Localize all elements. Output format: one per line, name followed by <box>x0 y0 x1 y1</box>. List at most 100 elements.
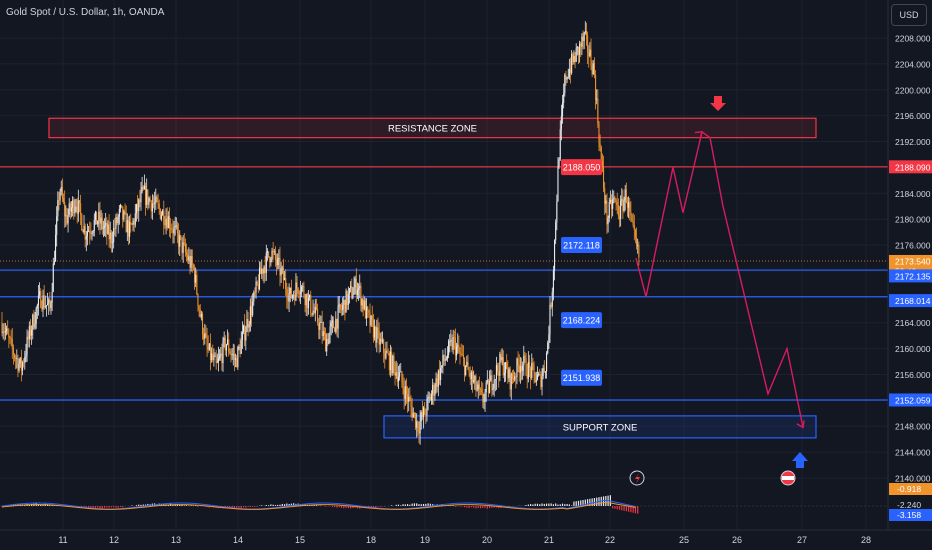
candle-body <box>68 203 70 216</box>
candle-body <box>135 204 137 214</box>
candle-body <box>163 210 165 225</box>
candle-body <box>146 189 148 205</box>
candle-body <box>573 56 575 63</box>
candle-body <box>255 281 257 293</box>
candle-body <box>523 355 525 366</box>
candle-body <box>12 348 14 355</box>
candle-body <box>129 221 131 237</box>
macd-bar <box>331 506 333 507</box>
candle-body <box>137 204 139 212</box>
candle-body <box>82 230 84 233</box>
candle-body <box>247 319 249 328</box>
candle-body <box>448 341 450 356</box>
candle-body <box>443 355 445 361</box>
candle-body <box>400 371 402 373</box>
candle-body <box>518 365 520 373</box>
macd-bar <box>509 506 511 507</box>
candle-body <box>621 199 623 202</box>
candle-body <box>76 206 78 214</box>
candle-body <box>224 338 226 351</box>
candle-body <box>309 294 311 298</box>
candle-body <box>100 217 102 224</box>
candle-body <box>94 211 96 220</box>
axis-label-resistance <box>889 160 932 174</box>
candle-body <box>315 306 317 309</box>
candle-body <box>520 366 523 371</box>
candle-body <box>602 166 605 188</box>
macd-bar <box>240 506 242 508</box>
candle-body <box>270 259 272 263</box>
candle-body <box>503 373 505 376</box>
macd-bar <box>486 506 488 509</box>
candle-body <box>427 397 429 399</box>
candle-body <box>264 266 266 273</box>
price-tag-label-1: 2172.118 <box>563 241 600 251</box>
candle-body <box>631 215 633 222</box>
candle-body <box>388 353 390 371</box>
macd-bar <box>454 506 457 507</box>
candle-body <box>130 221 132 225</box>
x-tick-label-14: 14 <box>233 535 243 545</box>
candle-body <box>508 368 510 379</box>
candle-body <box>530 367 532 378</box>
macd-bar <box>87 506 90 508</box>
candle-body <box>410 400 412 407</box>
candle-body <box>364 300 366 319</box>
candle-body <box>227 339 229 345</box>
candle-body <box>287 297 289 302</box>
candle-body <box>8 333 10 338</box>
candle-body <box>446 355 449 359</box>
candle-body <box>83 225 85 233</box>
candle-body <box>186 252 188 256</box>
candle-body <box>558 159 560 167</box>
candle-body <box>211 353 213 360</box>
candle-body <box>47 303 49 306</box>
candle-body <box>386 350 388 354</box>
candle-body <box>436 378 438 387</box>
candle-body <box>141 186 143 192</box>
macd-bar <box>637 506 639 514</box>
candle-body <box>59 191 61 201</box>
candle-body <box>361 299 363 306</box>
candle-body <box>351 286 353 299</box>
price-tag-label-0: 2188.050 <box>563 163 601 173</box>
candle-body <box>346 290 348 305</box>
candle-body <box>272 250 274 252</box>
candle-body <box>356 289 359 295</box>
candle-body <box>321 321 323 336</box>
macd-bar <box>185 505 188 506</box>
candle-body <box>223 338 225 341</box>
candle-body <box>587 35 589 53</box>
candle-body <box>514 376 516 380</box>
candle-body <box>107 224 109 234</box>
candle-body <box>460 353 462 355</box>
candle-body <box>516 358 518 378</box>
candle-body <box>422 407 425 418</box>
macd-bar <box>286 503 288 506</box>
candle-body <box>560 115 562 130</box>
macd-bar <box>181 504 183 506</box>
axis-label-support-mid-text: 2168.014 <box>895 296 931 306</box>
currency-button[interactable]: USD <box>891 4 927 26</box>
candle-body <box>119 205 122 209</box>
candle-body <box>93 219 95 231</box>
candle-body <box>434 389 436 396</box>
macd-bar <box>1 506 3 507</box>
us-flag-stripe <box>782 476 794 480</box>
y-tick-label-15: 2200.000 <box>895 85 931 95</box>
lightning-event-icon <box>629 470 645 486</box>
candle-body <box>256 281 258 284</box>
candle-body <box>229 351 231 354</box>
macd-bar <box>557 504 559 506</box>
candle-body <box>98 211 100 222</box>
candle-body <box>139 199 141 203</box>
candle-body <box>180 235 182 238</box>
macd-bar <box>634 506 637 514</box>
candle-body <box>147 189 149 205</box>
candle-body <box>527 361 529 379</box>
macd-bar <box>252 506 254 507</box>
macd-bar <box>623 506 625 511</box>
candle-body <box>336 319 338 329</box>
candle-body <box>150 201 152 212</box>
